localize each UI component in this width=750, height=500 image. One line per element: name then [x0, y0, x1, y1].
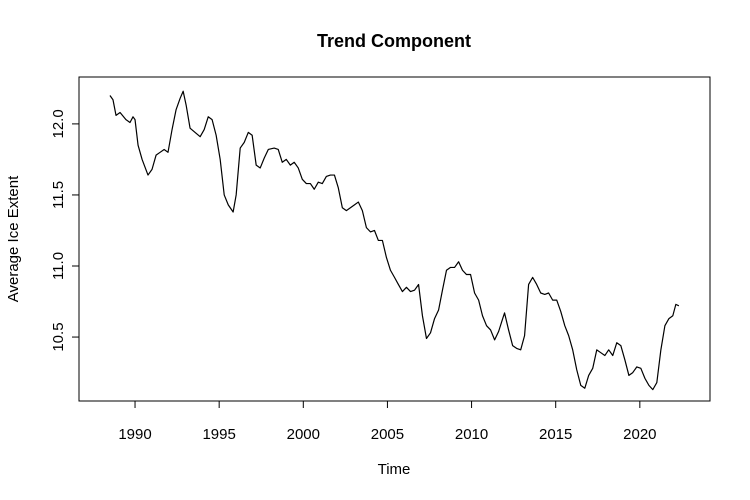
plot-frame: [78, 76, 711, 402]
y-tick-label: 11.0: [50, 252, 67, 280]
x-tick-label: 1990: [118, 426, 151, 443]
x-axis-label: Time: [378, 461, 411, 478]
y-axis-label: Average Ice Extent: [5, 175, 22, 302]
chart-title: Trend Component: [317, 31, 471, 51]
x-tick-label: 2000: [287, 426, 320, 443]
x-tick-label: 2020: [623, 426, 656, 443]
y-tick-label: 12.0: [50, 109, 67, 138]
y-tick-label: 10.5: [50, 322, 67, 351]
trend-line: [109, 90, 680, 391]
y-tick-label: 11.5: [50, 181, 67, 209]
x-tick-label: 1995: [202, 426, 235, 443]
x-tick-label: 2015: [539, 426, 572, 443]
x-tick-label: 2010: [455, 426, 488, 443]
x-tick-label: 2005: [371, 426, 404, 443]
